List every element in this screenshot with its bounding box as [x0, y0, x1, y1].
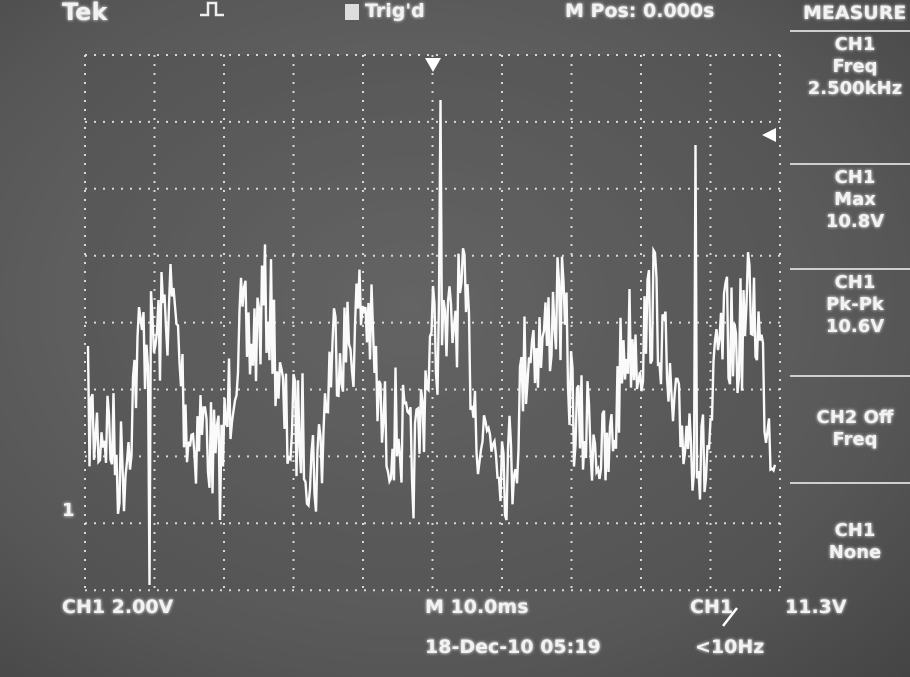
acquire-icon: [200, 3, 224, 15]
menu-title: MEASURE: [803, 2, 906, 24]
menu-item-line: CH1: [790, 520, 910, 542]
oscilloscope-screen: Tek Trig'd M Pos: 0.000s MEASURE 1 CH1 2…: [0, 0, 910, 677]
menu-item-line: Freq: [790, 56, 910, 78]
channel-marker: 1: [62, 500, 75, 521]
menu-item-line: 10.6V: [790, 316, 910, 338]
horizontal-position: M Pos: 0.000s: [565, 0, 714, 22]
menu-item-line: CH1: [790, 272, 910, 294]
menu-item-line: None: [790, 542, 910, 564]
menu-item-line: 2.500kHz: [790, 78, 910, 100]
trigger-level: 11.3V: [785, 596, 847, 618]
trigger-frequency: <10Hz: [695, 636, 764, 658]
menu-item-line: Max: [790, 189, 910, 211]
display: [0, 0, 910, 677]
trigger-status: Trig'd: [365, 0, 425, 22]
menu-item-line: 10.8V: [790, 211, 910, 233]
date-time: 18-Dec-10 05:19: [425, 636, 601, 658]
menu-item-line: Pk-Pk: [790, 294, 910, 316]
menu-item-line: CH1: [790, 167, 910, 189]
channel-scale: CH1 2.00V: [62, 596, 173, 618]
menu-item-line: Freq: [790, 429, 910, 451]
menu-item-line: CH1: [790, 34, 910, 56]
menu-item-line: CH2 Off: [790, 407, 910, 429]
time-scale: M 10.0ms: [425, 596, 529, 618]
trigger-source: CH1: [690, 596, 733, 618]
brand: Tek: [62, 0, 107, 26]
trigger-icon: [345, 4, 359, 20]
